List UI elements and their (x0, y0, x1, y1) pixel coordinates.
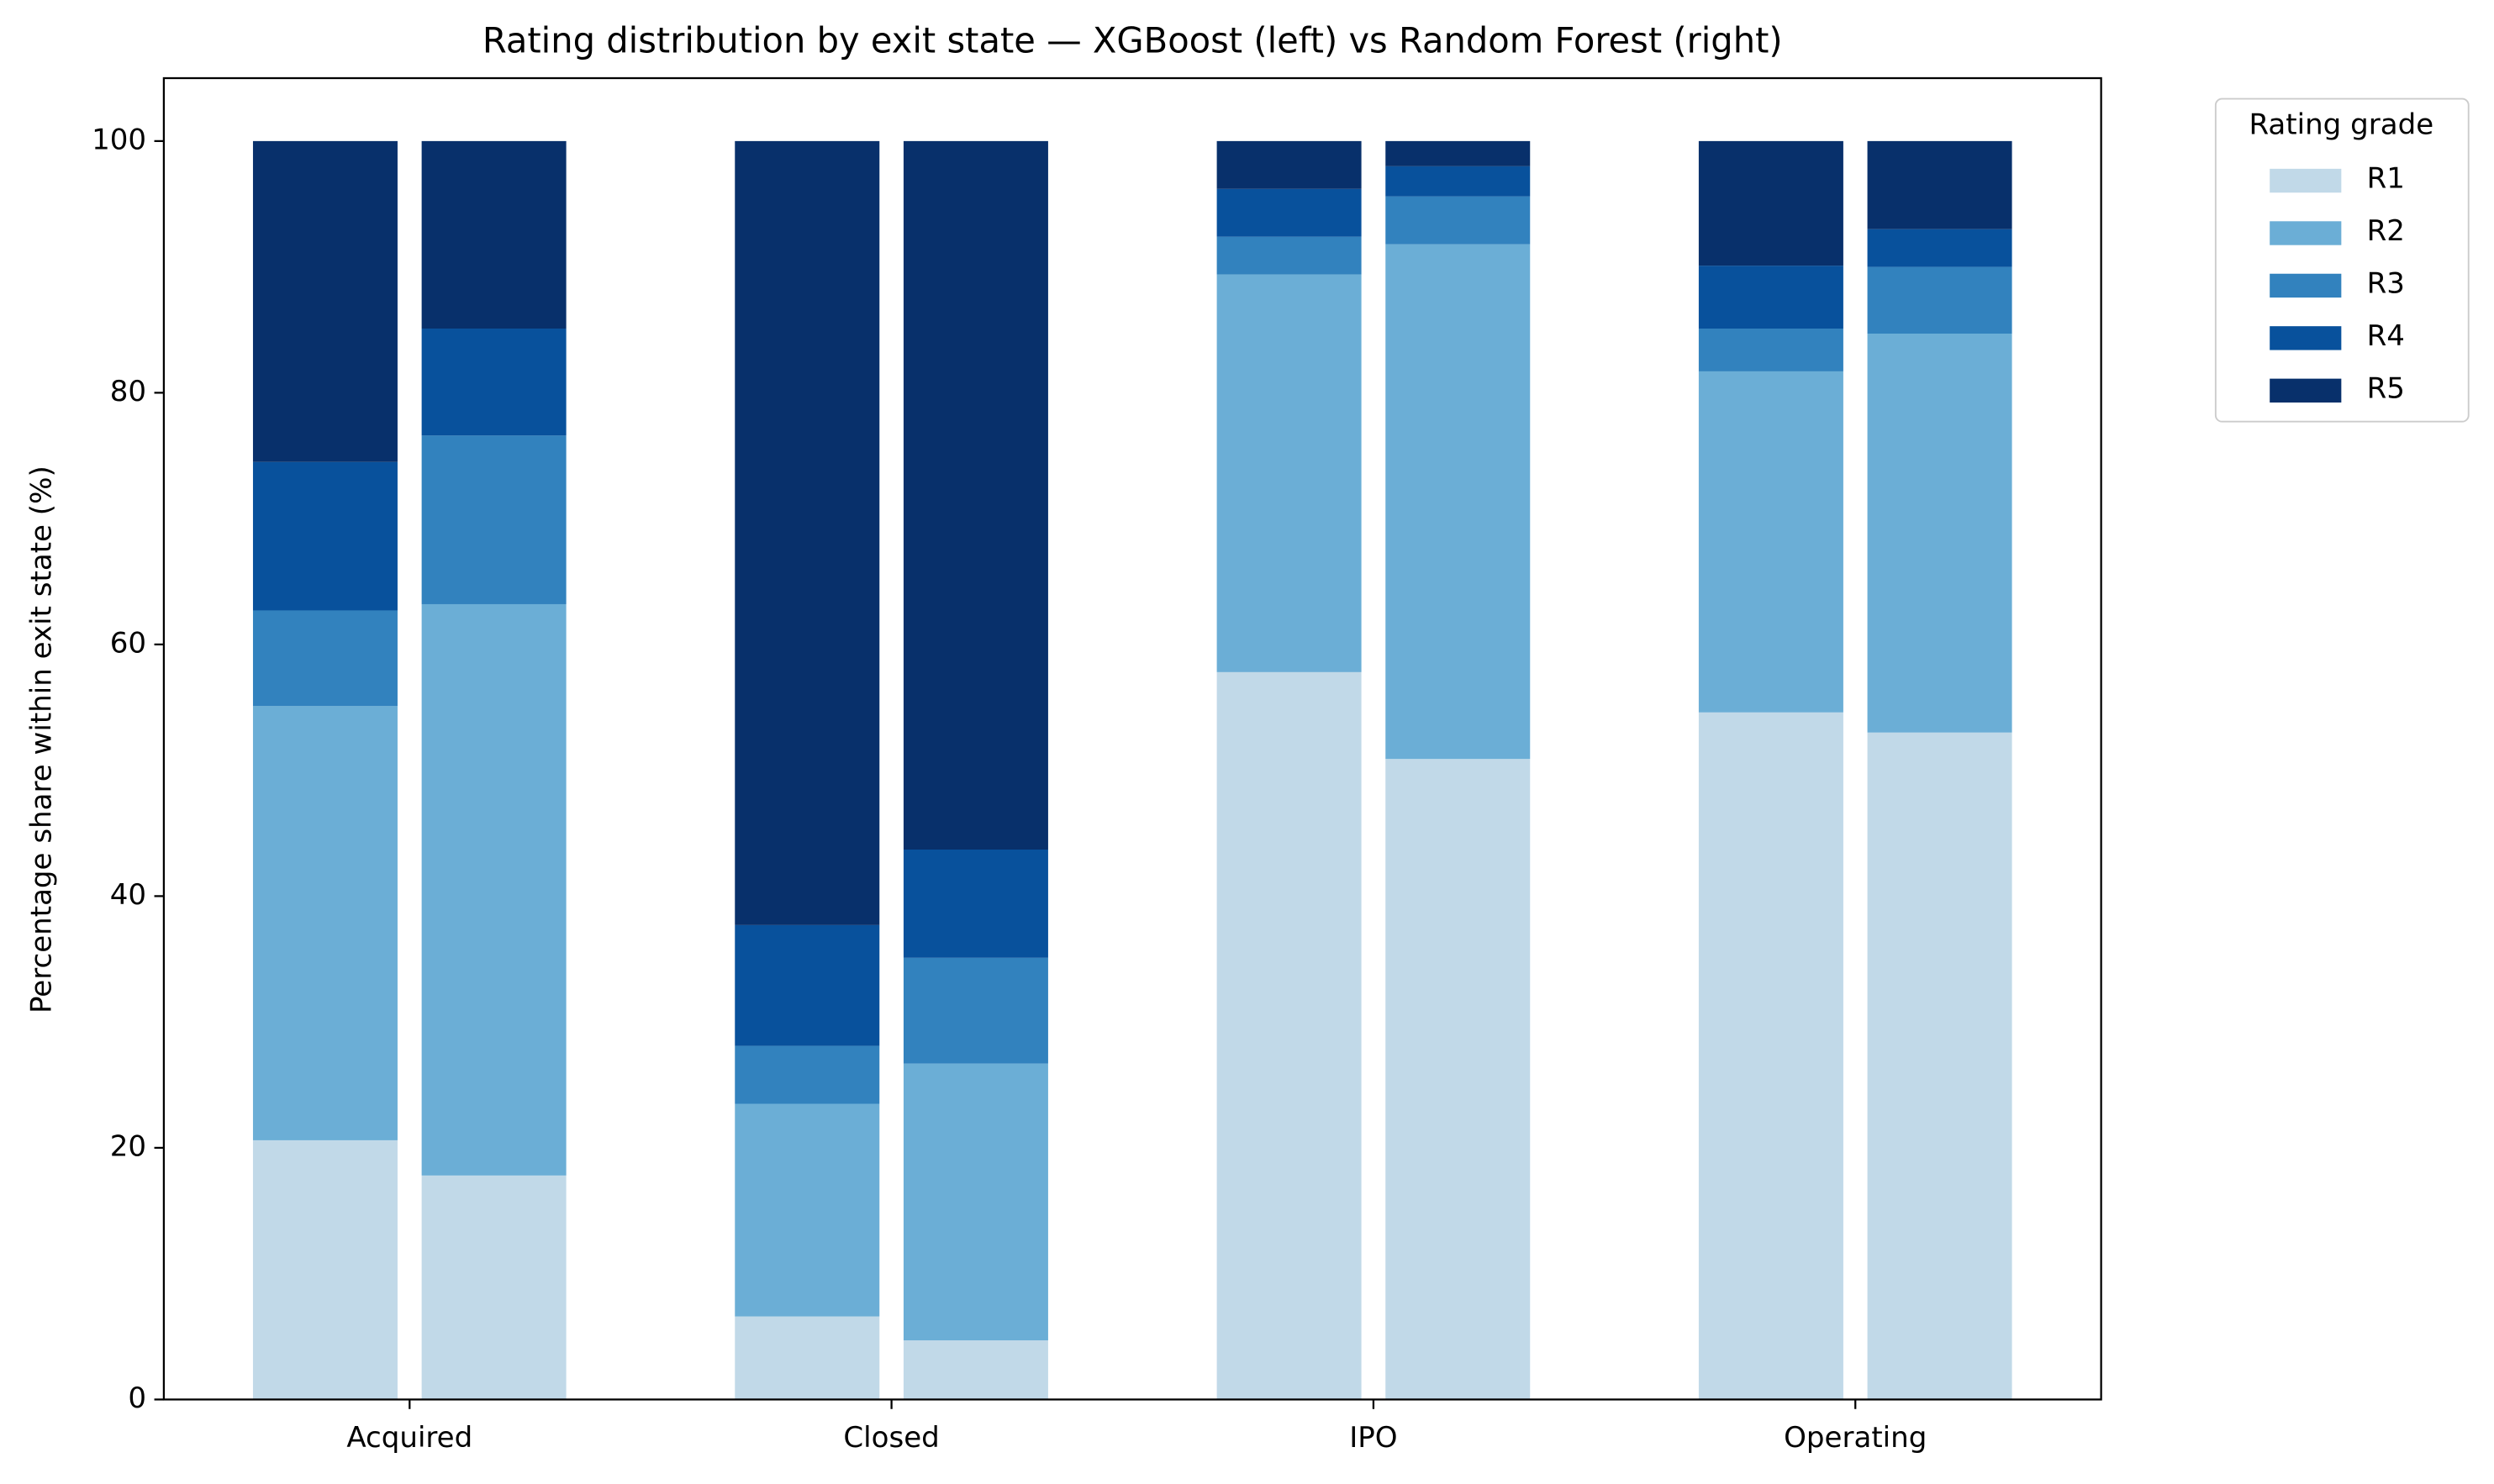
bar-segment (1385, 140, 1531, 166)
bar-segment (1216, 140, 1362, 189)
y-tick-label: 80 (110, 375, 146, 408)
bar-segment (1867, 266, 2012, 334)
bar-segment (1698, 371, 1843, 713)
bar-segment (735, 924, 880, 1046)
legend-swatch (2270, 221, 2342, 245)
bar-segment (1216, 274, 1362, 672)
legend-label: R3 (2367, 266, 2405, 300)
chart-title: Rating distribution by exit state — XGBo… (482, 19, 1783, 61)
legend-swatch (2270, 326, 2342, 350)
y-tick-label: 40 (110, 878, 146, 912)
y-tick-label: 0 (128, 1381, 146, 1415)
bar-segment (903, 140, 1048, 850)
x-tick-label: Operating (1784, 1421, 1927, 1455)
bar-segment (252, 610, 398, 707)
bar-segment (1698, 712, 1843, 1400)
legend-swatch (2270, 378, 2342, 403)
bar-segment (1385, 244, 1531, 760)
legend-label: R2 (2367, 214, 2405, 248)
bar-segment (252, 140, 398, 462)
bar-segment (1867, 732, 2012, 1400)
legend-box (2214, 97, 2470, 423)
bar-segment (1216, 671, 1362, 1400)
legend-label: R1 (2367, 162, 2405, 196)
bar-segment (1867, 140, 2012, 229)
bar-segment (1698, 266, 1843, 329)
y-tick-label: 60 (110, 626, 146, 660)
bar-segment (421, 329, 567, 436)
bar-segment (1698, 329, 1843, 371)
bar-segment (735, 1045, 880, 1104)
bar-segment (735, 140, 880, 925)
bar-segment (1216, 188, 1362, 237)
plot-frame (162, 76, 2102, 1401)
x-tick-label: IPO (1349, 1421, 1397, 1455)
bar-segment (421, 603, 567, 1176)
bar-segment (421, 140, 567, 329)
bar-segment (1385, 759, 1531, 1400)
legend-label: R4 (2367, 319, 2405, 353)
y-tick-label: 20 (110, 1129, 146, 1163)
legend-title: Rating grade (2249, 108, 2434, 141)
bar-segment (735, 1103, 880, 1317)
bar-segment (1867, 229, 2012, 267)
y-tick-label: 100 (92, 123, 146, 156)
bar-segment (1385, 196, 1531, 245)
bar-segment (1385, 166, 1531, 197)
y-axis-label: Percentage share within exit state (%) (25, 466, 59, 1013)
bar-segment (421, 1175, 567, 1400)
x-tick-label: Closed (843, 1421, 939, 1455)
legend-swatch (2270, 168, 2342, 193)
bar-segment (1216, 236, 1362, 275)
bar-segment (252, 706, 398, 1140)
bar-segment (252, 1139, 398, 1400)
bar-segment (421, 435, 567, 604)
legend-label: R5 (2367, 371, 2405, 405)
x-tick-label: Acquired (346, 1421, 472, 1455)
bar-segment (1698, 140, 1843, 266)
bar-segment (903, 957, 1048, 1064)
bar-segment (903, 850, 1048, 958)
bar-segment (735, 1316, 880, 1400)
bar-segment (252, 461, 398, 611)
bar-segment (903, 1063, 1048, 1341)
legend-swatch (2270, 273, 2342, 298)
bar-segment (1867, 334, 2012, 733)
bar-segment (903, 1340, 1048, 1400)
